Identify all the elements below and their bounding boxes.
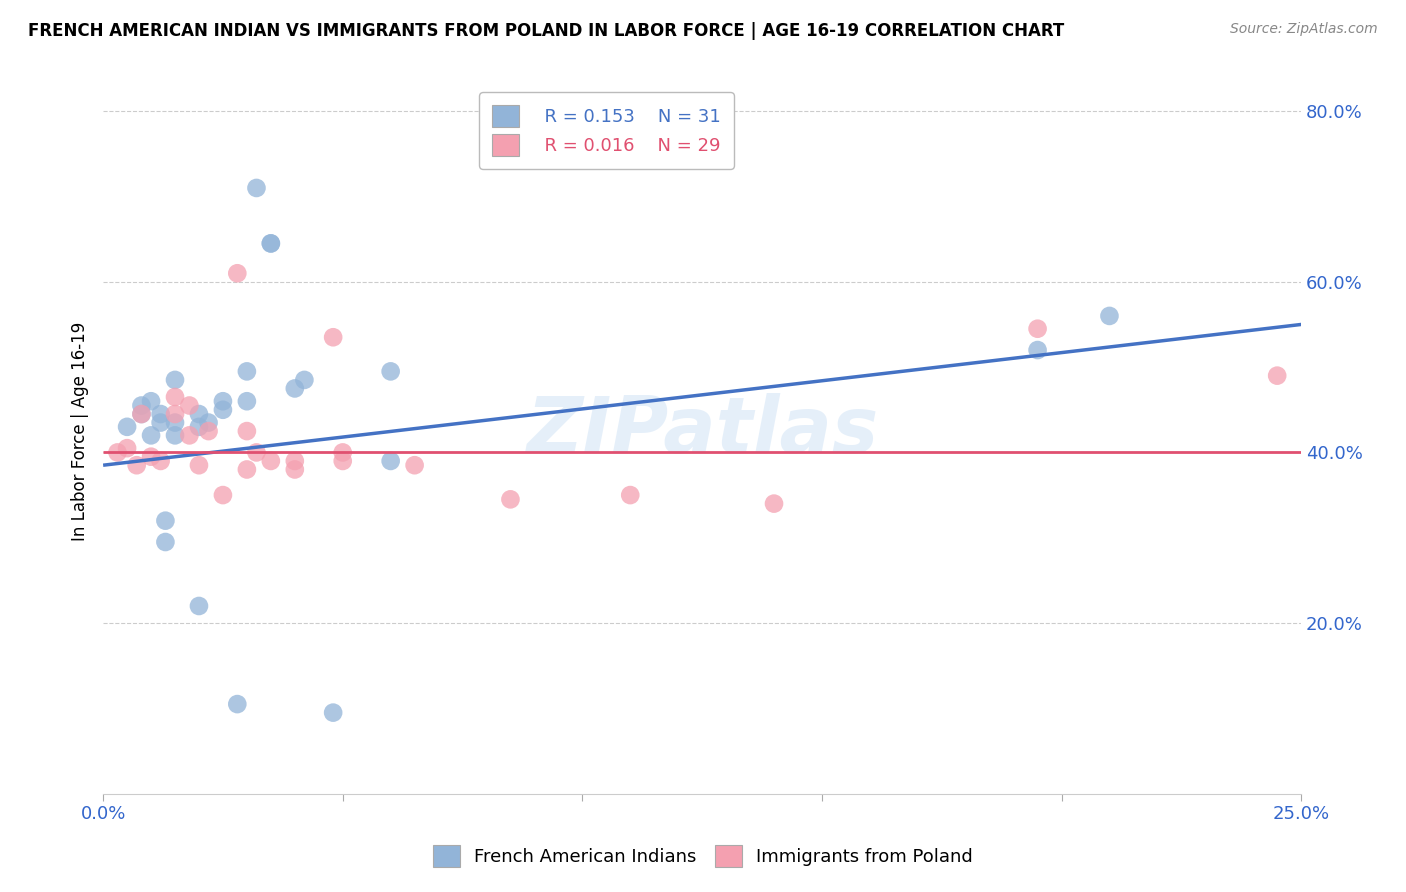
Point [179, 428, 201, 442]
Point [284, 454, 307, 468]
Point [284, 462, 307, 476]
Point [197, 416, 219, 430]
Point [139, 428, 162, 442]
Text: FRENCH AMERICAN INDIAN VS IMMIGRANTS FROM POLAND IN LABOR FORCE | AGE 16-19 CORR: FRENCH AMERICAN INDIAN VS IMMIGRANTS FRO… [28, 22, 1064, 40]
Point [1026, 343, 1049, 357]
Point [404, 458, 426, 473]
Text: Source: ZipAtlas.com: Source: ZipAtlas.com [1230, 22, 1378, 37]
Point [188, 420, 211, 434]
Point [1265, 368, 1288, 383]
Point [322, 706, 344, 720]
Point [499, 492, 522, 507]
Point [139, 450, 162, 464]
Point [292, 373, 315, 387]
Point [131, 407, 153, 421]
Point [226, 697, 249, 711]
Point [163, 390, 186, 404]
Point [131, 407, 153, 421]
Point [1026, 322, 1049, 336]
Point [163, 407, 186, 421]
Legend:   R = 0.153    N = 31,   R = 0.016    N = 29: R = 0.153 N = 31, R = 0.016 N = 29 [479, 92, 734, 169]
Point [332, 454, 354, 468]
Point [139, 394, 162, 409]
Point [179, 399, 201, 413]
Point [197, 424, 219, 438]
Point [212, 394, 235, 409]
Text: ZIPatlas: ZIPatlas [526, 393, 879, 469]
Y-axis label: In Labor Force | Age 16-19: In Labor Force | Age 16-19 [72, 321, 89, 541]
Legend: French American Indians, Immigrants from Poland: French American Indians, Immigrants from… [426, 838, 980, 874]
Point [212, 402, 235, 417]
Point [245, 445, 267, 459]
Point [380, 454, 402, 468]
Point [188, 407, 211, 421]
Point [107, 445, 129, 459]
Point [236, 364, 259, 378]
Point [332, 445, 354, 459]
Point [380, 364, 402, 378]
Point [149, 416, 172, 430]
Point [131, 399, 153, 413]
Point [115, 441, 138, 455]
Point [260, 236, 283, 251]
Point [125, 458, 148, 473]
Point [115, 420, 138, 434]
Point [260, 236, 283, 251]
Point [149, 407, 172, 421]
Point [226, 266, 249, 280]
Point [284, 381, 307, 395]
Point [619, 488, 641, 502]
Point [763, 497, 786, 511]
Point [260, 454, 283, 468]
Point [163, 416, 186, 430]
Point [245, 181, 267, 195]
Point [236, 394, 259, 409]
Point [322, 330, 344, 344]
Point [188, 458, 211, 473]
Point [155, 514, 177, 528]
Point [163, 373, 186, 387]
Point [155, 535, 177, 549]
Point [188, 599, 211, 613]
Point [212, 488, 235, 502]
Point [149, 454, 172, 468]
Point [236, 424, 259, 438]
Point [236, 462, 259, 476]
Point [163, 428, 186, 442]
Point [1098, 309, 1121, 323]
